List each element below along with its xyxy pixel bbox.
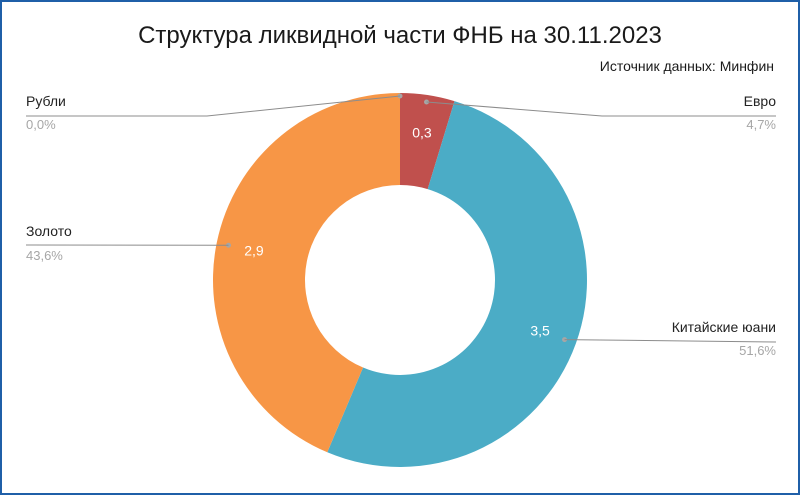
percent-label-rubles: 0,0%: [26, 117, 56, 132]
slice-gold: [212, 93, 400, 453]
percent-label-euro: 4,7%: [746, 117, 776, 132]
category-label-yuan: Китайские юани: [672, 319, 776, 335]
chart-title: Структура ликвидной части ФНБ на 30.11.2…: [138, 22, 662, 49]
percent-label-gold: 43,6%: [26, 248, 63, 263]
percent-label-yuan: 51,6%: [739, 343, 776, 358]
category-label-euro: Евро: [744, 93, 777, 109]
category-label-rubles: Рубли: [26, 93, 66, 109]
category-label-gold: Золото: [26, 223, 72, 239]
leader-line-yuan: [564, 339, 777, 343]
data-label-euro: 0,3: [412, 125, 432, 141]
slice-yuan: [327, 101, 587, 467]
slice-euro: [400, 93, 455, 190]
chart-source: Источник данных: Минфин: [599, 58, 774, 74]
data-label-yuan: 3,5: [530, 323, 550, 339]
data-label-gold: 2,9: [244, 242, 264, 258]
leader-line-rubles: [26, 95, 401, 117]
leader-line-euro: [426, 101, 776, 117]
